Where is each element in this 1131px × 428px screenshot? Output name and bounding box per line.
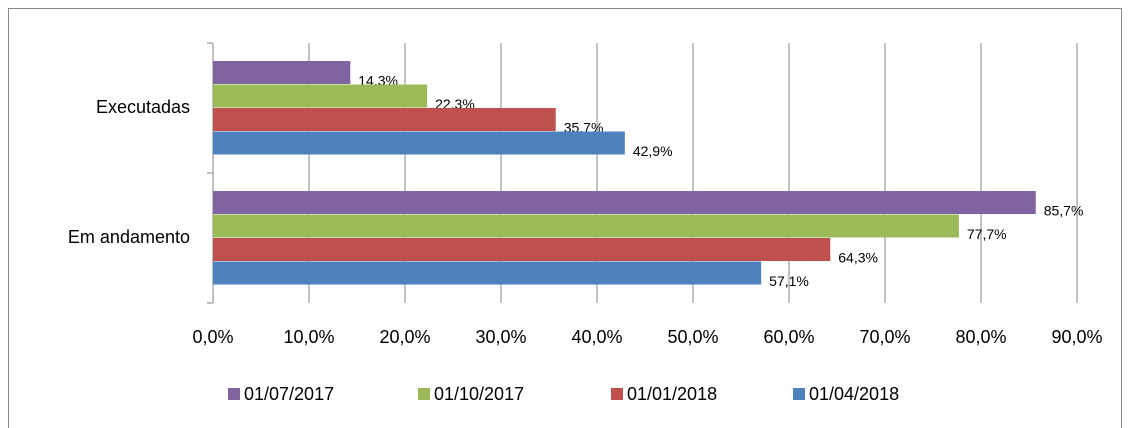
bar (213, 261, 762, 285)
x-tick-label: 30,0% (475, 327, 526, 347)
data-label: 22,3% (435, 96, 475, 112)
data-label: 85,7% (1044, 202, 1084, 218)
bar (213, 191, 1036, 214)
legend-label: 01/07/2017 (244, 384, 334, 404)
x-tick-label: 80,0% (955, 327, 1006, 347)
x-tick-label: 20,0% (379, 327, 430, 347)
bar (213, 61, 351, 84)
legend-swatch (611, 388, 623, 400)
legend-label: 01/10/2017 (434, 384, 524, 404)
bar (213, 84, 428, 108)
x-tick-label: 40,0% (571, 327, 622, 347)
bar (213, 108, 556, 131)
y-tick-label: Executadas (96, 97, 190, 117)
y-tick-label: Em andamento (68, 227, 190, 247)
x-tick-label: 60,0% (763, 327, 814, 347)
x-tick-label: 70,0% (859, 327, 910, 347)
data-label: 57,1% (769, 273, 809, 289)
legend-label: 01/04/2018 (809, 384, 899, 404)
legend-swatch (793, 388, 805, 400)
bar (213, 214, 959, 238)
x-tick-label: 50,0% (667, 327, 718, 347)
bar (213, 238, 831, 261)
legend-label: 01/01/2018 (627, 384, 717, 404)
x-tick-label: 10,0% (283, 327, 334, 347)
data-label: 64,3% (838, 249, 878, 265)
x-tick-label: 90,0% (1051, 327, 1102, 347)
legend-swatch (228, 388, 240, 400)
data-label: 77,7% (967, 226, 1007, 242)
data-label: 14,3% (358, 72, 398, 88)
legend-swatch (418, 388, 430, 400)
data-label: 35,7% (564, 119, 604, 135)
data-label: 42,9% (633, 143, 673, 159)
bar (213, 131, 625, 155)
x-tick-label: 0,0% (192, 327, 233, 347)
